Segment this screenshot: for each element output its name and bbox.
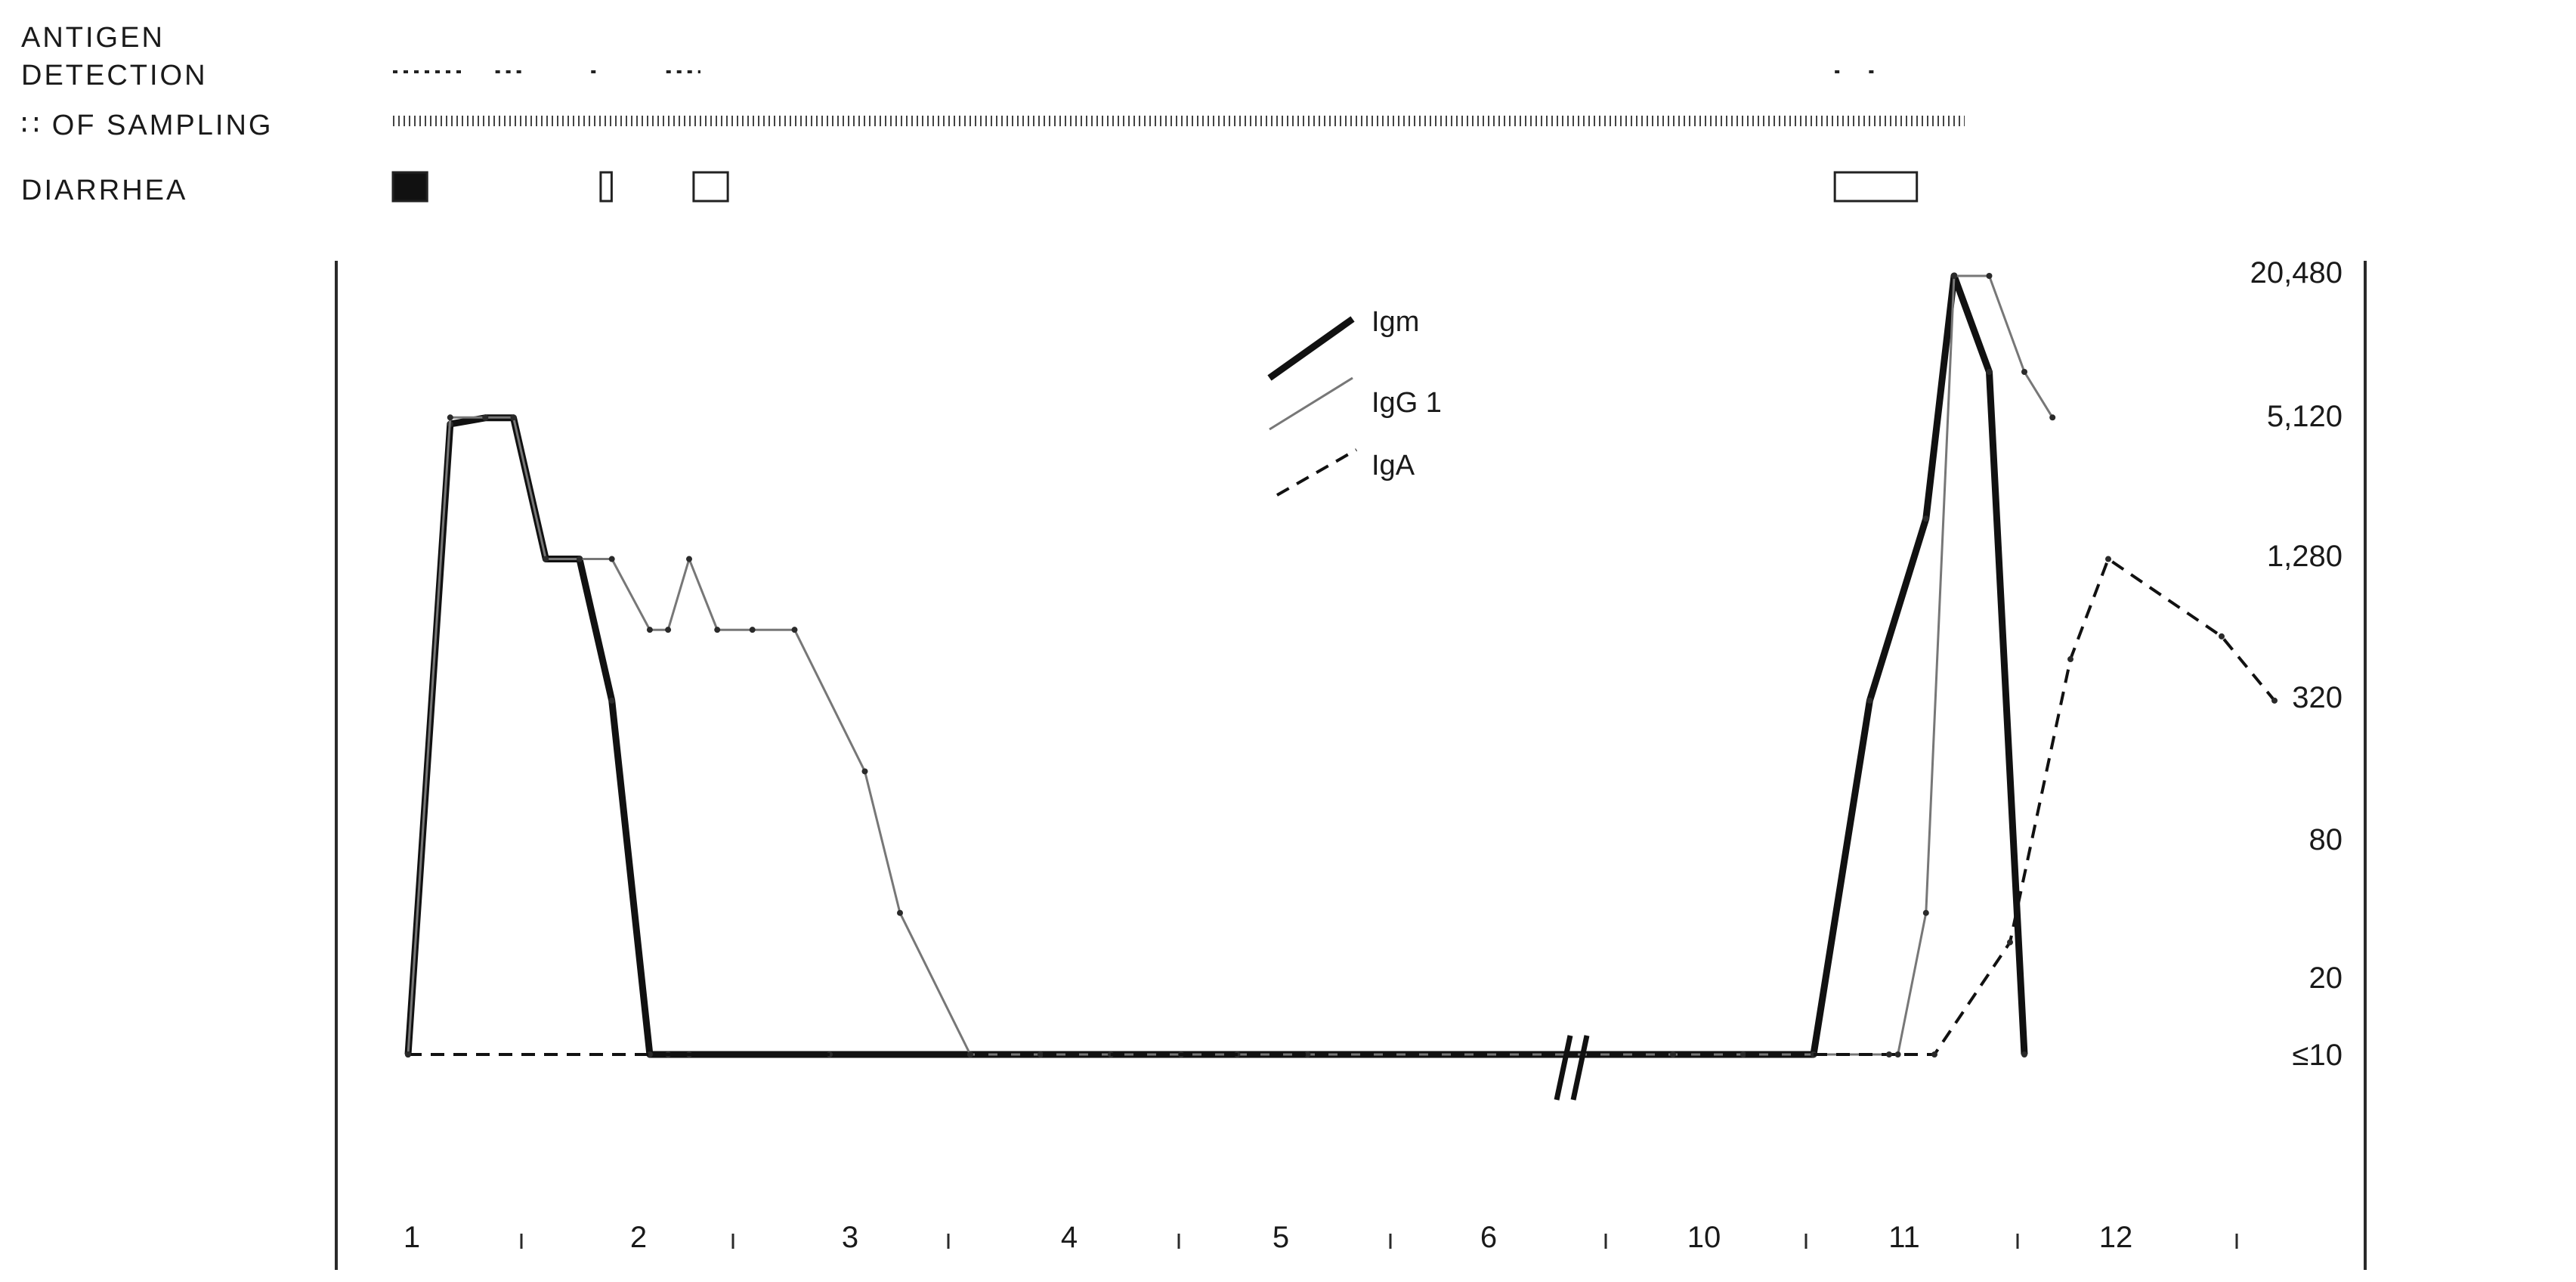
series-line-igg1-point	[749, 627, 756, 633]
y-tick-label: 80	[2309, 823, 2343, 856]
series-layer	[404, 272, 2278, 1058]
diarrhea-mark-filled	[391, 171, 428, 203]
series-line-igg1-point	[1038, 1051, 1044, 1057]
track-label-sampling: ∷ OF SAMPLING	[21, 110, 273, 141]
series-line-igg1-point	[1894, 1051, 1901, 1057]
legend-swatch-igg1	[1269, 376, 1353, 431]
x-tick-label: 3	[842, 1221, 858, 1254]
y-axis-ticks: ≤10 20 80 320 1,280 5,120 20,480	[2250, 256, 2343, 1072]
track-label-antigen: ANTIGEN	[21, 22, 165, 54]
series-line-igg1-point	[714, 627, 721, 633]
legend-label-igm: Igm	[1371, 306, 1419, 338]
series-line-igg1-point	[686, 556, 692, 562]
series-line-igm-point	[1986, 368, 1993, 375]
series-line-igm	[404, 272, 2028, 1058]
series-line-igg1-point	[665, 627, 672, 633]
series-line-igg1-point	[608, 556, 615, 562]
series-line-iga-point	[2007, 939, 2013, 946]
series-line-iga-point	[1886, 1051, 1892, 1057]
series-line-igg1-point	[1740, 1051, 1746, 1057]
series-line-igg1-point	[576, 556, 583, 562]
series-line-igg1-point	[510, 414, 517, 421]
series-line-iga	[408, 556, 2276, 1056]
series-line-iga-point	[2219, 633, 2225, 639]
diarrhea-mark-open	[692, 171, 729, 203]
y-tick-label: ≤10	[2293, 1039, 2343, 1072]
series-line-igg1-point	[1951, 273, 1957, 279]
axes	[335, 261, 2367, 1270]
track-label-detection: DETECTION	[21, 60, 208, 91]
series-line-igg1	[407, 274, 2054, 1056]
x-tick-label: 6	[1480, 1221, 1497, 1254]
series-line-igg1-point	[791, 627, 798, 633]
series-line-igm-point	[1866, 697, 1873, 704]
series-line-igg1-point	[447, 414, 453, 421]
x-tick-label: 5	[1273, 1221, 1289, 1254]
track-labels: ANTIGEN DETECTION ∷ OF SAMPLING DIARRHEA	[21, 22, 273, 206]
axis-break-mark	[1554, 1035, 1590, 1101]
x-tick-label: 2	[630, 1221, 647, 1254]
series-line-igg1-point	[1304, 1051, 1311, 1057]
legend-swatch-iga	[1276, 448, 1357, 497]
series-line-iga-point	[2067, 656, 2073, 663]
series-line-igg1-point	[2049, 414, 2056, 421]
series-line-igm-point	[1922, 516, 1929, 522]
x-tick-label: 1	[404, 1221, 420, 1254]
diarrhea-mark-open	[599, 171, 613, 203]
legend: Igm IgG 1 IgA	[1267, 306, 1442, 497]
y-tick-label: 5,120	[2267, 400, 2343, 433]
series-line-igg1-point	[861, 768, 868, 775]
series-line-igg1-point	[1670, 1051, 1676, 1057]
y-tick-label: 20	[2309, 962, 2343, 995]
legend-swatch-igm	[1267, 316, 1355, 381]
series-line-igg1-point	[543, 556, 549, 562]
series-line-igg1-point	[1986, 273, 1993, 279]
x-tick-label: 12	[2099, 1221, 2133, 1254]
legend-label-igg1: IgG 1	[1371, 387, 1442, 419]
series-line-igg1-point	[646, 627, 653, 633]
series-line-igm-point	[608, 697, 615, 704]
series-line-igg1-point	[482, 414, 489, 421]
series-line-igg1-point	[967, 1051, 973, 1057]
series-line-iga-point	[2105, 556, 2111, 562]
series-line-igg1-point	[1922, 909, 1929, 916]
track-label-diarrhea: DIARRHEA	[21, 175, 187, 206]
series-line-iga-point	[2271, 697, 2278, 704]
diarrhea-mark-open	[1833, 171, 1919, 203]
y-tick-label: 20,480	[2250, 256, 2343, 290]
x-tick-label: 4	[1061, 1221, 1078, 1254]
top-tracks	[391, 70, 1965, 203]
series-line-iga-point	[1931, 1051, 1937, 1057]
series-line-igm-point	[2021, 1051, 2027, 1057]
x-tick-label: 11	[1888, 1221, 1920, 1254]
series-line-igg1-point	[2021, 368, 2027, 375]
y-tick-label: 1,280	[2267, 540, 2343, 573]
series-line-iga-point	[405, 1051, 411, 1057]
series-line-igg1-point	[897, 909, 903, 916]
x-tick-label: 10	[1687, 1221, 1721, 1254]
y-tick-label: 320	[2292, 681, 2343, 714]
legend-label-iga: IgA	[1371, 450, 1415, 482]
x-axis-ticks: 1 2 3 4 5 6 10 11 12	[404, 1221, 2238, 1254]
